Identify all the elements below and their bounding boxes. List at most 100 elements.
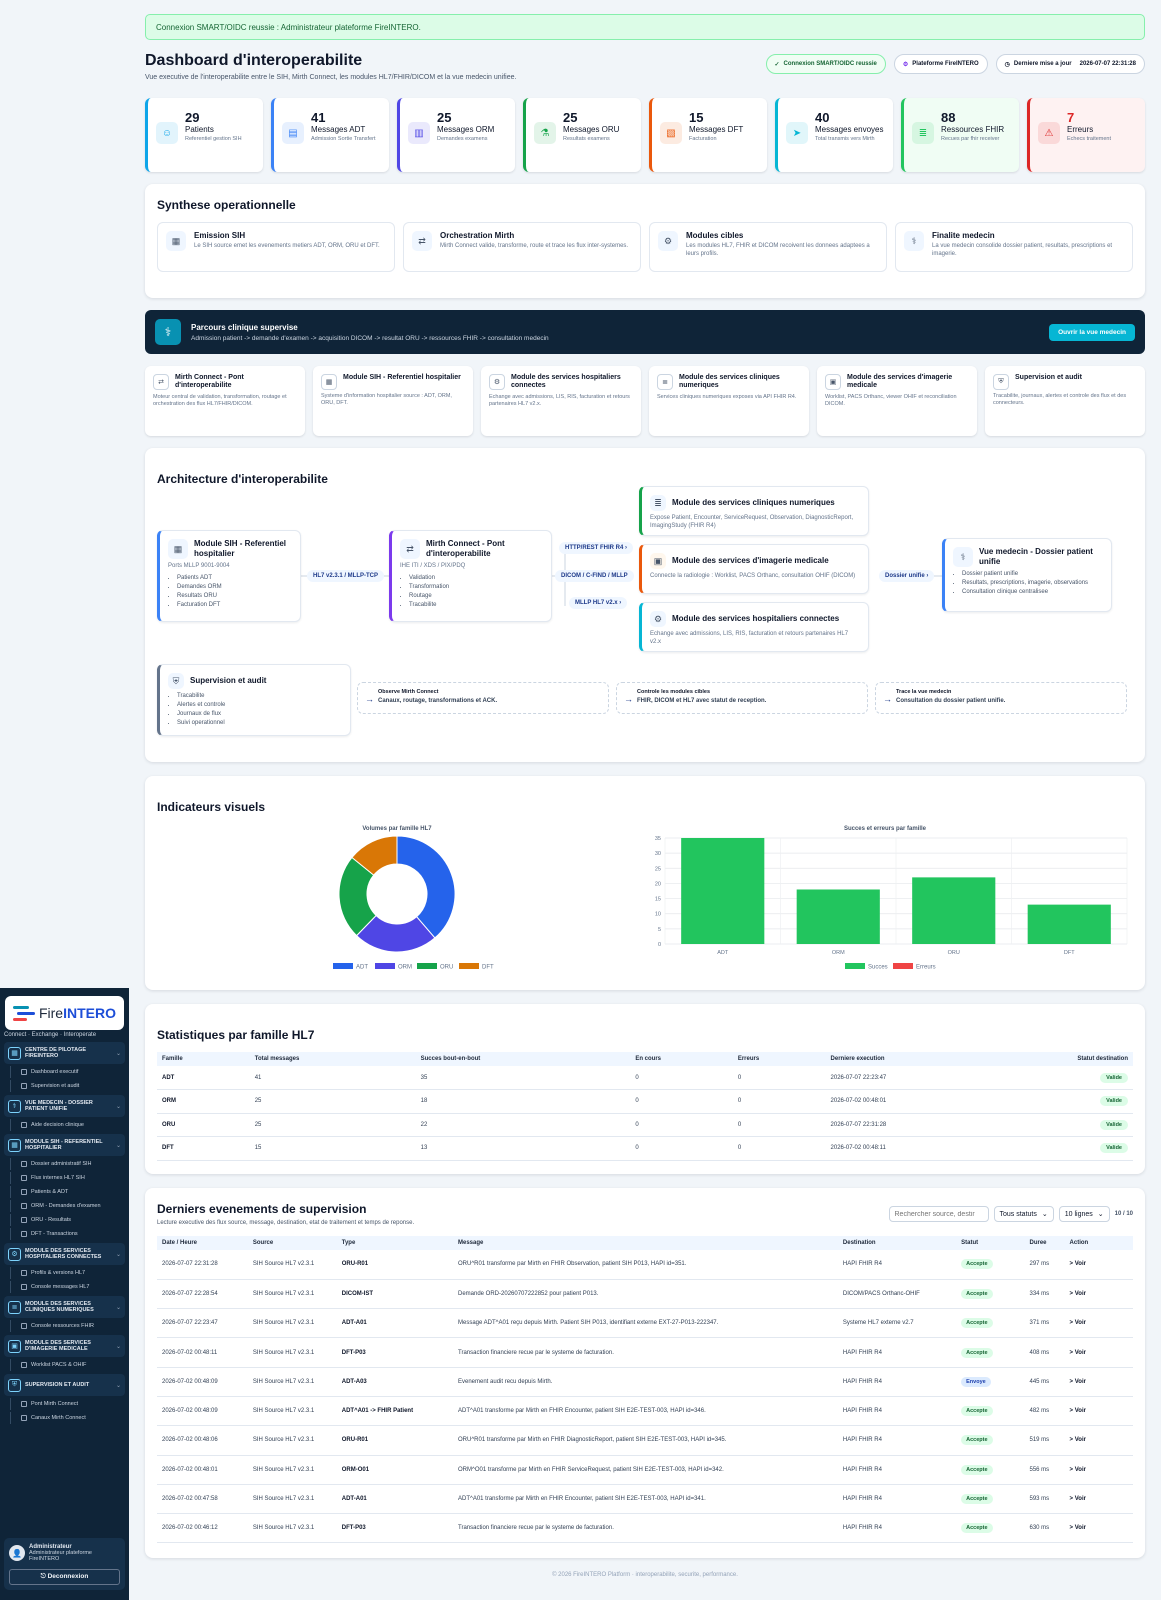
kpi-card[interactable]: ➤ 40 Messages envoyes Total transmis vers M…: [775, 98, 893, 172]
status-filter-select[interactable]: Tous statuts ⌄: [993, 1206, 1054, 1222]
nav-item[interactable]: Pont Mirth Connect: [10, 1398, 125, 1410]
table-row[interactable]: 2026-07-02 00:46:12 SIH Source HL7 v2.3.1…: [157, 1513, 1133, 1544]
view-link[interactable]: > Voir: [1069, 1378, 1086, 1385]
table-row[interactable]: 2026-07-07 22:31:28 SIH Source HL7 v2.3.1…: [157, 1250, 1133, 1280]
kpi-card[interactable]: ▤ 41 Messages ADT Admission Sortie Transfer…: [271, 98, 389, 172]
view-action[interactable]: > Voir: [1064, 1425, 1133, 1456]
nav-item[interactable]: Dossier administratif SIH: [10, 1158, 125, 1170]
view-action[interactable]: > Voir: [1064, 1367, 1133, 1397]
kpi-card[interactable]: ⚠ 7 Erreurs Echecs traitement: [1027, 98, 1145, 172]
events-search-input[interactable]: [888, 1206, 989, 1222]
nav-group-header[interactable]: ▦ Centre de pilotage FireINTERO ⌄: [4, 1042, 125, 1064]
view-link[interactable]: > Voir: [1069, 1320, 1086, 1327]
table-row: ORU 25 22 0 0 2026-07-07 22:31:28 Valide: [157, 1113, 1133, 1137]
nav-item[interactable]: Patients & ADT: [10, 1186, 125, 1198]
nav-item[interactable]: ORM - Demandes d'examen: [10, 1200, 125, 1212]
view-link[interactable]: > Voir: [1069, 1349, 1086, 1356]
table-row[interactable]: 2026-07-07 22:28:54 SIH Source HL7 v2.3.1…: [157, 1279, 1133, 1310]
brand-logo[interactable]: FireINTERO: [5, 996, 124, 1030]
view-action[interactable]: > Voir: [1064, 1279, 1133, 1310]
nav-item[interactable]: Profils & versions HL7: [10, 1267, 125, 1279]
nav-item[interactable]: Dashboard executif: [10, 1066, 125, 1078]
nav-group-header[interactable]: ⛨ Supervision et audit ⌄: [4, 1374, 125, 1396]
arch-node-imaging[interactable]: ▣ Module des services d'imagerie medicale…: [639, 544, 869, 594]
rows-per-page-select[interactable]: 10 lignes ⌄: [1058, 1206, 1110, 1222]
arch-doc-title: Vue medecin - Dossier patient unifie: [979, 547, 1093, 566]
table-row[interactable]: 2026-07-02 00:48:09 SIH Source HL7 v2.3.1…: [157, 1396, 1133, 1427]
kpi-card[interactable]: ⚗ 25 Messages ORU Resultats examens: [523, 98, 641, 172]
logout-label: Deconnexion: [47, 1573, 89, 1580]
kpi-card[interactable]: ▧ 15 Messages DFT Facturation: [649, 98, 767, 172]
chevron-down-icon: ⌄: [115, 1103, 121, 1110]
database-icon: ≣: [912, 122, 934, 144]
module-cards: ⇄ Mirth Connect - Pont d'interoperabilite…: [145, 366, 1145, 436]
y-tick-label: 10: [655, 912, 661, 918]
kpi-subtitle: Demandes examens: [437, 136, 488, 143]
file-icon: ▥: [408, 122, 430, 144]
nav-item[interactable]: Canaux Mirth Connect: [10, 1412, 125, 1424]
nav-item[interactable]: Worklist PACS & OHIF: [10, 1359, 125, 1371]
open-doctor-view-button[interactable]: Ouvrir la vue medecin: [1049, 323, 1135, 341]
nav-item[interactable]: Console ressources FHIR: [10, 1320, 125, 1332]
nav-group-header[interactable]: ⚙ Module des services hospitaliers connec…: [4, 1243, 125, 1265]
status-badge: Accepte: [961, 1464, 993, 1475]
table-row[interactable]: 2026-07-02 00:47:58 SIH Source HL7 v2.3.1…: [157, 1484, 1133, 1515]
view-action[interactable]: > Voir: [1064, 1455, 1133, 1485]
view-link[interactable]: > Voir: [1069, 1408, 1086, 1415]
hospital-icon: ▦: [8, 1138, 21, 1152]
view-action[interactable]: > Voir: [1064, 1513, 1133, 1544]
view-link[interactable]: > Voir: [1069, 1290, 1086, 1297]
view-action[interactable]: > Voir: [1064, 1484, 1133, 1515]
arch-node-sih[interactable]: ▦ Module SIH - Referentiel hospitalier Po…: [157, 530, 301, 622]
kpi-subtitle: Referentiel gestion SIH: [185, 136, 242, 143]
view-link[interactable]: > Voir: [1069, 1496, 1086, 1503]
kpi-card[interactable]: ▥ 25 Messages ORM Demandes examens: [397, 98, 515, 172]
platform-pill: ⚙ Plateforme FireINTERO: [893, 54, 988, 74]
arch-node-doctor[interactable]: ⚕ Vue medecin - Dossier patient unifie Do…: [942, 538, 1112, 612]
view-link[interactable]: > Voir: [1069, 1437, 1086, 1444]
arch-node-supervision[interactable]: ⛨ Supervision et audit TracabiliteAlertes…: [157, 664, 351, 736]
nav-item[interactable]: ORU - Resultats: [10, 1214, 125, 1226]
nav-group-header[interactable]: ▦ Module SIH - Referentiel hospitalier ⌄: [4, 1134, 125, 1156]
warning-icon: ⚠: [1038, 122, 1060, 144]
nav-item[interactable]: Flux internes HL7 SIH: [10, 1172, 125, 1184]
nav-group-header[interactable]: ▣ Module des services d'imagerie medicale…: [4, 1335, 125, 1357]
table-row[interactable]: 2026-07-02 00:48:06 SIH Source HL7 v2.3.1…: [157, 1425, 1133, 1456]
nav-item[interactable]: Supervision et audit: [10, 1080, 125, 1092]
module-card[interactable]: ⛨ Supervision et audit Tracabilite, journa…: [985, 366, 1145, 436]
module-card[interactable]: ≣ Module des services cliniques numerique…: [649, 366, 809, 436]
arch-node-clinical[interactable]: ≣ Module des services cliniques numerique…: [639, 486, 869, 536]
kpi-card[interactable]: ≣ 88 Ressources FHIR Recues par fhir receiv…: [901, 98, 1019, 172]
nav-group-header[interactable]: ⚕ Vue medecin - Dossier patient unifie ⌄: [4, 1095, 125, 1117]
view-link[interactable]: > Voir: [1069, 1466, 1086, 1473]
clinical-path-banner: ⚕ Parcours clinique supervise Admission …: [145, 310, 1145, 354]
nav-group-header[interactable]: ≣ Module des services cliniques numerique…: [4, 1296, 125, 1318]
logout-button[interactable]: ⎋ Deconnexion: [9, 1569, 120, 1585]
view-link[interactable]: > Voir: [1069, 1261, 1086, 1268]
view-action[interactable]: > Voir: [1064, 1250, 1133, 1280]
module-card[interactable]: ⚙ Module des services hospitaliers connec…: [481, 366, 641, 436]
kpi-label: Erreurs: [1067, 125, 1094, 134]
table-row[interactable]: 2026-07-07 22:23:47 SIH Source HL7 v2.3.1…: [157, 1308, 1133, 1339]
table-cell: Valide: [1035, 1136, 1133, 1161]
receipt-icon: ▧: [660, 122, 682, 144]
table-row[interactable]: 2026-07-02 00:48:11 SIH Source HL7 v2.3.1…: [157, 1337, 1133, 1368]
nav-item[interactable]: Aide decision clinique: [10, 1119, 125, 1131]
view-action[interactable]: > Voir: [1064, 1337, 1133, 1368]
view-link[interactable]: > Voir: [1069, 1525, 1086, 1532]
nav-item[interactable]: Console messages HL7: [10, 1281, 125, 1293]
table-row[interactable]: 2026-07-02 00:48:01 SIH Source HL7 v2.3.1…: [157, 1455, 1133, 1485]
table-row[interactable]: 2026-07-02 00:48:09 SIH Source HL7 v2.3.1…: [157, 1367, 1133, 1397]
arch-node-hospital[interactable]: ⚙ Module des services hospitaliers connec…: [639, 602, 869, 652]
module-card[interactable]: ▣ Module des services d'imagerie medicale…: [817, 366, 977, 436]
view-action[interactable]: > Voir: [1064, 1308, 1133, 1339]
table-cell: 630 ms: [1024, 1513, 1065, 1544]
view-action[interactable]: > Voir: [1064, 1396, 1133, 1427]
kpi-card[interactable]: ☺ 29 Patients Referentiel gestion SIH: [145, 98, 263, 172]
arch-sih-list: Patients ADTDemandes ORMResultats ORUFac…: [168, 574, 292, 610]
module-card[interactable]: ⇄ Mirth Connect - Pont d'interoperabilite…: [145, 366, 305, 436]
module-card[interactable]: ▦ Module SIH - Referentiel hospitalier Sys…: [313, 366, 473, 436]
chart-title: Volumes par famille HL7: [362, 826, 432, 832]
nav-item[interactable]: DFT - Transactions: [10, 1228, 125, 1240]
arch-node-mirth[interactable]: ⇄ Mirth Connect - Pont d'interoperabilite…: [389, 530, 552, 622]
